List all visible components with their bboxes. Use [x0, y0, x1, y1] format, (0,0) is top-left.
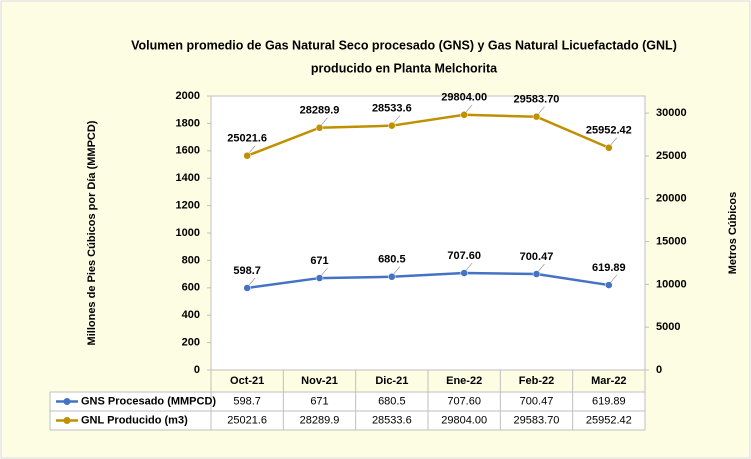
table-cell: 29583.70 [514, 414, 560, 426]
plot-area [210, 95, 646, 371]
series-line [246, 113, 610, 157]
leader-line [248, 145, 256, 153]
series-marker [532, 270, 541, 278]
y2-tick-label: 10000 [656, 278, 687, 290]
x-tick-label: Dic-21 [375, 375, 408, 387]
series-marker [605, 144, 613, 152]
y-tick-label: 1000 [176, 227, 200, 239]
x-tick-label: Ene-22 [446, 375, 482, 387]
series-marker [243, 152, 251, 160]
data-label: 671 [310, 255, 328, 267]
series-marker [315, 124, 324, 132]
leader-line [248, 277, 256, 286]
data-label: 680.5 [378, 254, 406, 266]
series-marker [388, 121, 396, 130]
y-tick-label: 1600 [176, 145, 200, 157]
leader-line [610, 137, 618, 146]
y2-tick-label: 20000 [656, 193, 687, 205]
leader-line [393, 266, 401, 274]
leader-line [465, 104, 473, 113]
leader-line [321, 267, 328, 276]
chart-title: producido en Planta Melchorita [311, 61, 498, 75]
table-cell: 671 [310, 395, 328, 407]
table-cell: 680.5 [378, 395, 406, 407]
y-tick-label: 2000 [176, 90, 200, 102]
table-cell: 28533.6 [372, 414, 412, 426]
table-cell: 619.89 [592, 395, 626, 407]
data-label: 29583.70 [514, 94, 560, 106]
series-marker [388, 273, 396, 281]
y2-tick-label: 0 [656, 364, 662, 376]
table-cell: 28289.9 [300, 414, 340, 426]
table-cell: 598.7 [233, 395, 261, 407]
data-label: 707.60 [447, 250, 481, 262]
table-cell: 29804.00 [441, 414, 487, 426]
leader-line [321, 117, 328, 125]
series-marker [460, 269, 468, 277]
leader-line [538, 263, 545, 272]
y-tick-label: 1400 [176, 172, 200, 184]
y-tick-label: 200 [182, 337, 200, 349]
y2-tick-label: 15000 [656, 235, 687, 247]
data-label: 598.7 [233, 265, 261, 277]
data-label: 28289.9 [300, 105, 340, 117]
table-cell: 700.47 [520, 395, 554, 407]
data-label: 28533.6 [372, 103, 412, 115]
data-label: 700.47 [520, 251, 554, 263]
y-tick-label: 800 [182, 254, 200, 266]
series-marker [460, 111, 468, 119]
series-line [246, 271, 610, 290]
y2-tick-label: 30000 [656, 107, 687, 119]
y-tick-label: 600 [182, 282, 200, 294]
series-marker [243, 284, 251, 292]
leader-line [465, 262, 473, 271]
y-tick-label: 1800 [176, 117, 200, 129]
y-tick-label: 400 [182, 309, 200, 321]
series-marker [605, 281, 613, 289]
data-label: 29804.00 [441, 92, 487, 104]
leader-line [610, 274, 618, 283]
data-label: 25952.42 [586, 125, 632, 137]
table-cell: 707.60 [447, 395, 481, 407]
y-axis-label: Millones de Pies Cúbicos por Día (MMPCD) [86, 120, 98, 345]
legend-label: GNL Producido (m3) [81, 414, 188, 426]
series-marker [532, 112, 541, 121]
legend-label: GNS Procesado (MMPCD) [81, 395, 216, 407]
table-cell: 25021.6 [227, 414, 267, 426]
series-marker [315, 274, 324, 282]
y2-tick-label: 5000 [656, 321, 680, 333]
leader-line [393, 115, 401, 123]
data-label: 619.89 [592, 262, 626, 274]
y-tick-label: 1200 [176, 200, 200, 212]
chart-title: Volumen promedio de Gas Natural Seco pro… [131, 38, 677, 52]
x-tick-label: Mar-22 [591, 375, 626, 387]
y2-axis-label: Metros Cúbicos [727, 192, 739, 275]
data-label: 25021.6 [227, 133, 267, 145]
x-tick-label: Nov-21 [301, 375, 338, 387]
x-tick-label: Feb-22 [519, 375, 554, 387]
leader-line [538, 106, 545, 114]
legend-marker [63, 398, 71, 405]
legend-marker [63, 417, 71, 424]
y2-tick-label: 25000 [656, 150, 687, 162]
x-tick-label: Oct-21 [230, 375, 264, 387]
table-cell: 25952.42 [586, 414, 632, 426]
y-tick-label: 0 [194, 364, 200, 376]
